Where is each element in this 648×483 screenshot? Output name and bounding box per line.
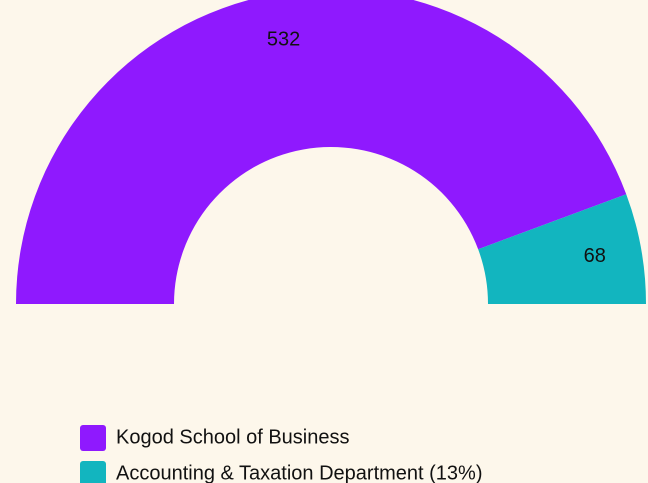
legend-label: Kogod School of Business (116, 426, 350, 448)
donut-segment (16, 0, 627, 304)
donut-segment (478, 194, 646, 304)
legend-swatch (80, 425, 106, 451)
data-label: 532 (267, 29, 300, 51)
legend-swatch (80, 461, 106, 483)
legend-label: Accounting & Taxation Department (13%) (116, 462, 483, 483)
data-label: 68 (584, 245, 606, 267)
